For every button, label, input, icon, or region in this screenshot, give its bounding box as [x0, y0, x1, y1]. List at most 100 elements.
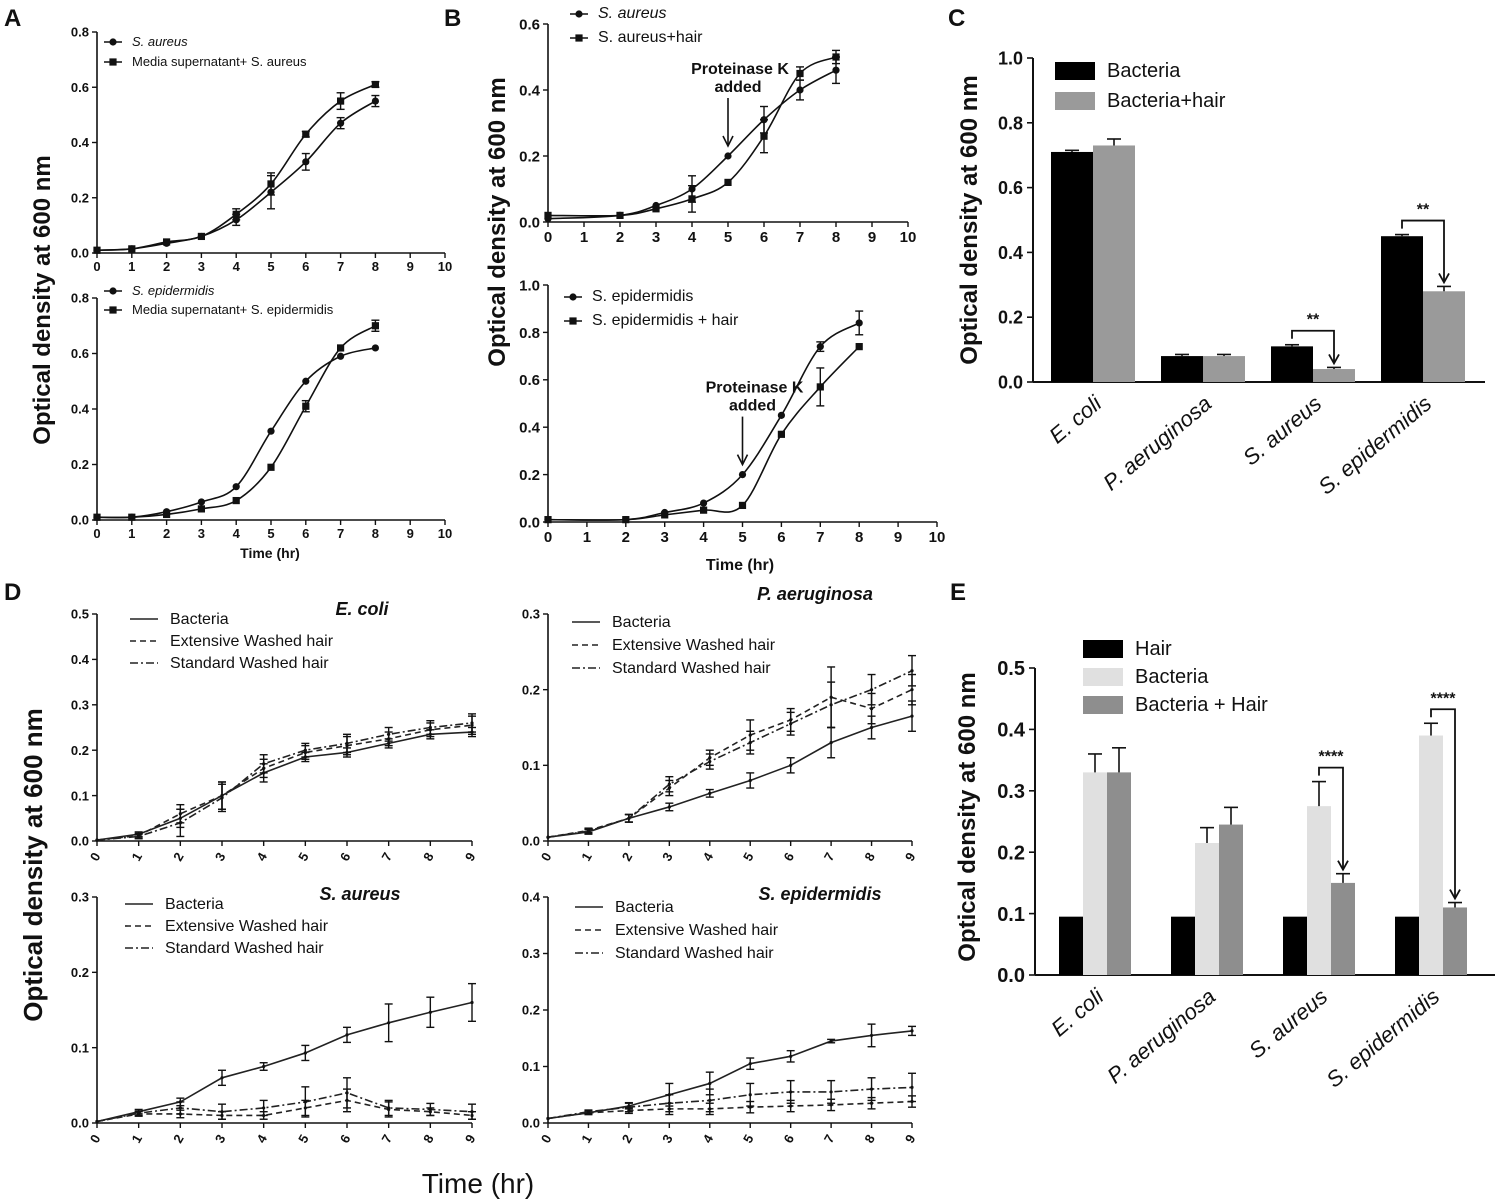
x-tick-label: 8 — [420, 1132, 437, 1146]
legend-marker — [569, 317, 577, 325]
data-point — [303, 1100, 307, 1104]
series-line — [96, 724, 473, 841]
data-point — [910, 688, 914, 692]
series-line — [96, 731, 473, 841]
data-point — [345, 741, 349, 745]
x-tick-label: 1 — [128, 1132, 145, 1146]
x-tick-label: 6 — [760, 229, 768, 246]
y-tick-label: 0.2 — [71, 190, 89, 205]
legend-marker — [109, 58, 117, 66]
bar — [1171, 916, 1195, 975]
y-tick-label: 0.3 — [522, 946, 540, 961]
data-point — [586, 829, 591, 833]
significance-label: ** — [1417, 202, 1430, 219]
category-label: P. aeruginosa — [1098, 391, 1216, 496]
y-tick-label: 0.5 — [997, 658, 1025, 680]
chart-title: P. aeruginosa — [757, 584, 873, 604]
data-point — [586, 1110, 591, 1114]
data-point — [789, 722, 793, 726]
y-tick-label: 0.1 — [71, 1040, 89, 1055]
x-axis-title: Time (hr) — [240, 545, 300, 561]
y-tick-label: 0.1 — [522, 1059, 540, 1074]
x-tick-label: 7 — [337, 526, 344, 541]
data-point — [163, 238, 171, 246]
y-tick-label: 0.2 — [998, 308, 1023, 328]
bar — [1059, 916, 1083, 975]
data-point — [724, 178, 732, 186]
bar — [1423, 291, 1465, 382]
x-tick-label: 2 — [616, 229, 624, 246]
series-line — [96, 1092, 473, 1123]
data-point — [738, 471, 747, 479]
y-tick-label: 0.8 — [71, 25, 89, 40]
legend-label: Bacteria — [612, 614, 671, 631]
x-tick-label: 5 — [267, 526, 274, 541]
data-point — [748, 1093, 752, 1097]
significance-bracket — [1430, 708, 1456, 899]
panel-letter-d: D — [4, 579, 21, 606]
data-point — [371, 80, 379, 89]
y-tick-label: 0.1 — [71, 788, 89, 803]
data-point — [262, 1106, 266, 1110]
data-point — [220, 1110, 224, 1114]
data-point — [137, 834, 141, 839]
data-point — [345, 1091, 349, 1095]
bar — [1443, 907, 1467, 975]
data-point — [829, 703, 833, 707]
x-tick-label: 1 — [578, 850, 595, 864]
series-curve — [96, 347, 376, 519]
legend-marker — [575, 34, 583, 42]
bar — [1051, 151, 1093, 382]
data-point — [197, 232, 205, 241]
data-point — [869, 725, 874, 730]
significance-bracket — [1401, 219, 1445, 283]
series-line — [547, 1086, 913, 1120]
x-tick-label: 6 — [302, 526, 309, 541]
category-label: S. epidermidis — [1321, 984, 1444, 1093]
y-tick-label: 0.2 — [522, 1003, 540, 1018]
data-point — [724, 152, 732, 160]
series-line — [96, 1001, 473, 1123]
data-point — [128, 245, 136, 253]
data-point — [428, 725, 432, 730]
data-point — [337, 119, 345, 127]
data-point — [829, 1090, 833, 1094]
significance-arrow — [1337, 860, 1349, 872]
data-point — [760, 132, 768, 140]
bar — [1083, 772, 1107, 975]
x-tick-label: 9 — [902, 850, 919, 864]
panel-letter-c: C — [948, 5, 965, 32]
y-tick-label: 0.4 — [71, 135, 90, 150]
arrow-head — [736, 454, 749, 467]
x-axis-title: Time (hr) — [706, 557, 774, 574]
x-tick-label: 4 — [700, 1131, 717, 1145]
data-point — [796, 86, 804, 94]
data-point — [93, 513, 101, 521]
data-point — [627, 816, 631, 820]
data-point — [95, 1119, 99, 1124]
legend-label: Standard Washed hair — [612, 660, 771, 677]
x-tick-label: 5 — [740, 850, 757, 864]
data-point — [267, 427, 275, 435]
x-tick-label: 5 — [724, 229, 732, 246]
data-point — [738, 501, 747, 510]
legend-swatch — [1055, 62, 1095, 80]
data-point — [220, 1076, 224, 1080]
data-point — [220, 796, 224, 800]
x-tick-label: 8 — [861, 1132, 878, 1146]
x-tick-label: 8 — [832, 229, 840, 246]
bar — [1283, 916, 1307, 975]
x-tick-label: 1 — [128, 526, 135, 541]
data-point — [267, 463, 275, 471]
category-label: S. aureus — [1244, 984, 1332, 1064]
legend-label: S. epidermidis — [132, 283, 215, 298]
series-curve — [96, 100, 376, 252]
data-point — [910, 1085, 914, 1090]
x-tick-label: 7 — [821, 1132, 838, 1146]
data-point — [777, 430, 785, 438]
bar — [1271, 346, 1313, 382]
